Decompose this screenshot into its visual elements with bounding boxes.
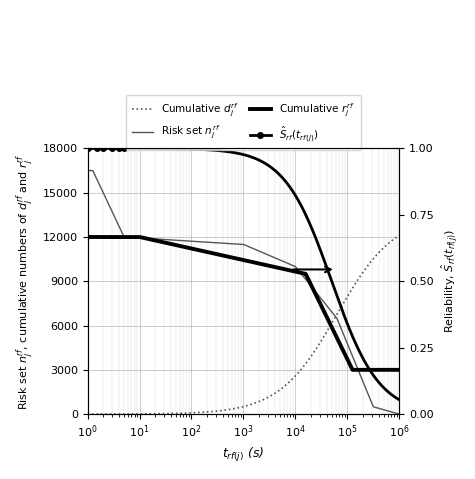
X-axis label: $t_{rf(j)}$ (s): $t_{rf(j)}$ (s): [222, 446, 265, 464]
Y-axis label: Reliability, $\hat{S}_{rf}(t_{rf(j)})$: Reliability, $\hat{S}_{rf}(t_{rf(j)})$: [439, 229, 460, 333]
Y-axis label: Risk set $n^{rf}_j$, cumulative numbers of $d^{rf}_j$ and $r^{rf}_j$: Risk set $n^{rf}_j$, cumulative numbers …: [15, 153, 37, 410]
Legend: Cumulative $d^{rf}_j$, Risk set $n^{rf}_j$, Cumulative $r^{rf}_j$, $\hat{S}_{rf}: Cumulative $d^{rf}_j$, Risk set $n^{rf}_…: [126, 95, 361, 150]
